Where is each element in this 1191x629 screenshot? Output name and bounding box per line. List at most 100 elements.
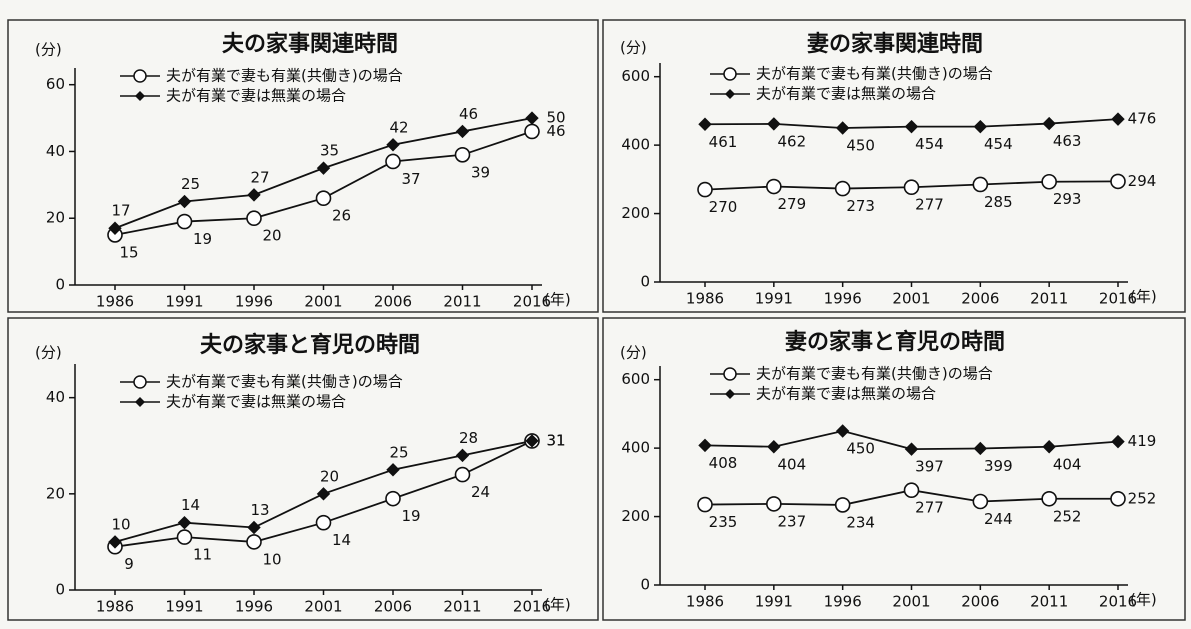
y-axis-label: (分)	[35, 41, 62, 59]
data-point	[697, 181, 713, 198]
y-tick-label: 600	[621, 370, 650, 388]
legend-label: 夫が有業で妻も有業(共働き)の場合	[166, 373, 403, 391]
legend-label: 夫が有業で妻も有業(共働き)の場合	[756, 365, 993, 383]
x-tick-label: 2011	[1030, 593, 1068, 611]
data-label: 15	[119, 243, 138, 261]
legend-label: 夫が有業で妻は無業の場合	[166, 393, 346, 411]
y-tick-label: 20	[46, 484, 65, 502]
data-label: 462	[778, 132, 807, 150]
x-tick-label: 1986	[686, 290, 724, 308]
data-point	[316, 487, 331, 501]
x-tick-label: 2001	[304, 293, 342, 311]
data-label: 404	[1053, 455, 1082, 473]
data-label: 404	[778, 455, 807, 473]
data-point	[315, 190, 332, 206]
data-point	[385, 153, 401, 170]
data-point	[1111, 112, 1125, 126]
x-tick-label: 1996	[235, 598, 273, 616]
y-tick-label: 200	[621, 204, 650, 222]
data-point	[247, 188, 261, 202]
data-label: 39	[471, 163, 490, 181]
y-tick-label: 200	[621, 507, 650, 525]
data-point	[903, 482, 920, 499]
y-tick-label: 400	[621, 439, 650, 457]
y-tick-label: 40	[46, 388, 65, 406]
data-label: 450	[846, 440, 875, 458]
x-tick-label: 1986	[686, 593, 724, 611]
legend-label: 夫が有業で妻も有業(共働き)の場合	[166, 67, 403, 85]
data-label: 24	[471, 483, 490, 501]
x-axis-label: (年)	[544, 291, 571, 309]
data-label: 454	[915, 135, 944, 153]
data-label: 25	[389, 443, 408, 461]
legend-marker	[725, 89, 735, 99]
data-label: 10	[262, 550, 281, 568]
panel-frame	[602, 317, 1186, 621]
data-label: 14	[332, 531, 351, 549]
data-point	[454, 466, 471, 483]
data-label: 244	[984, 510, 1013, 528]
data-label: 11	[193, 546, 212, 564]
y-tick-label: 400	[621, 136, 650, 154]
data-label: 450	[846, 137, 875, 155]
x-axis-label: (年)	[544, 596, 571, 614]
x-tick-label: 2016	[1099, 593, 1137, 611]
x-tick-label: 1996	[824, 290, 862, 308]
x-tick-label: 1991	[165, 598, 203, 616]
legend-label: 夫が有業で妻は無業の場合	[756, 85, 936, 103]
data-label: 19	[401, 507, 420, 525]
data-label: 277	[915, 196, 944, 214]
x-tick-label: 1991	[165, 293, 203, 311]
data-label: 279	[778, 195, 807, 213]
y-tick-label: 60	[46, 75, 65, 93]
x-tick-label: 2016	[1099, 290, 1137, 308]
chart-title: 夫の家事関連時間	[222, 31, 398, 57]
y-tick-label: 600	[621, 67, 650, 85]
data-label: 408	[709, 454, 738, 472]
y-axis-label: (分)	[35, 344, 62, 362]
legend-marker	[725, 389, 735, 399]
legend-label: 夫が有業で妻も有業(共働き)の場合	[756, 65, 993, 83]
x-tick-label: 2001	[892, 290, 930, 308]
y-axis-label: (分)	[620, 39, 647, 57]
data-label: 294	[1128, 172, 1157, 190]
x-tick-label: 2001	[304, 598, 342, 616]
data-point	[834, 497, 851, 513]
y-tick-label: 0	[55, 581, 65, 599]
x-tick-label: 1996	[824, 593, 862, 611]
data-label: 399	[984, 457, 1013, 475]
chart-title: 夫の家事と育児の時間	[200, 332, 420, 358]
data-point	[767, 117, 781, 131]
legend-marker	[133, 375, 147, 389]
data-label: 10	[111, 515, 130, 533]
data-label: 25	[181, 175, 200, 193]
data-point	[835, 121, 850, 135]
data-label: 50	[546, 109, 565, 127]
data-label: 463	[1053, 132, 1082, 150]
x-tick-label: 2006	[961, 290, 999, 308]
legend-marker	[135, 91, 145, 101]
legend-label: 夫が有業で妻は無業の場合	[166, 87, 346, 105]
legend-marker	[723, 67, 737, 81]
data-point	[834, 180, 851, 197]
x-tick-label: 2016	[513, 598, 551, 616]
data-label: 26	[332, 207, 351, 225]
data-point	[385, 490, 401, 507]
data-point	[698, 438, 712, 453]
data-point	[698, 117, 712, 131]
x-tick-label: 1991	[755, 290, 793, 308]
data-label: 31	[546, 431, 565, 449]
panel-frame	[7, 317, 599, 621]
y-axis-label: (分)	[620, 344, 647, 362]
data-label: 9	[124, 555, 134, 573]
data-label: 235	[709, 513, 738, 531]
data-point	[108, 221, 122, 235]
data-label: 285	[984, 193, 1013, 211]
data-point	[108, 535, 122, 549]
data-label: 31	[546, 431, 565, 449]
data-label: 20	[262, 227, 281, 245]
data-point	[767, 440, 781, 454]
data-point	[1041, 173, 1057, 190]
data-label: 234	[846, 513, 875, 531]
